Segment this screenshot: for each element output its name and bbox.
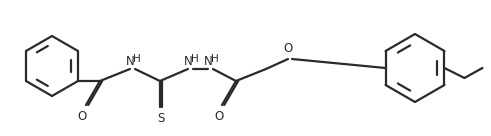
- Text: H: H: [211, 54, 219, 64]
- Text: S: S: [157, 112, 164, 125]
- Text: N: N: [184, 55, 192, 68]
- Text: O: O: [78, 110, 86, 123]
- Text: H: H: [133, 54, 141, 64]
- Text: O: O: [283, 42, 293, 55]
- Text: H: H: [191, 54, 199, 64]
- Text: N: N: [126, 55, 135, 68]
- Text: N: N: [204, 55, 212, 68]
- Text: O: O: [215, 110, 223, 123]
